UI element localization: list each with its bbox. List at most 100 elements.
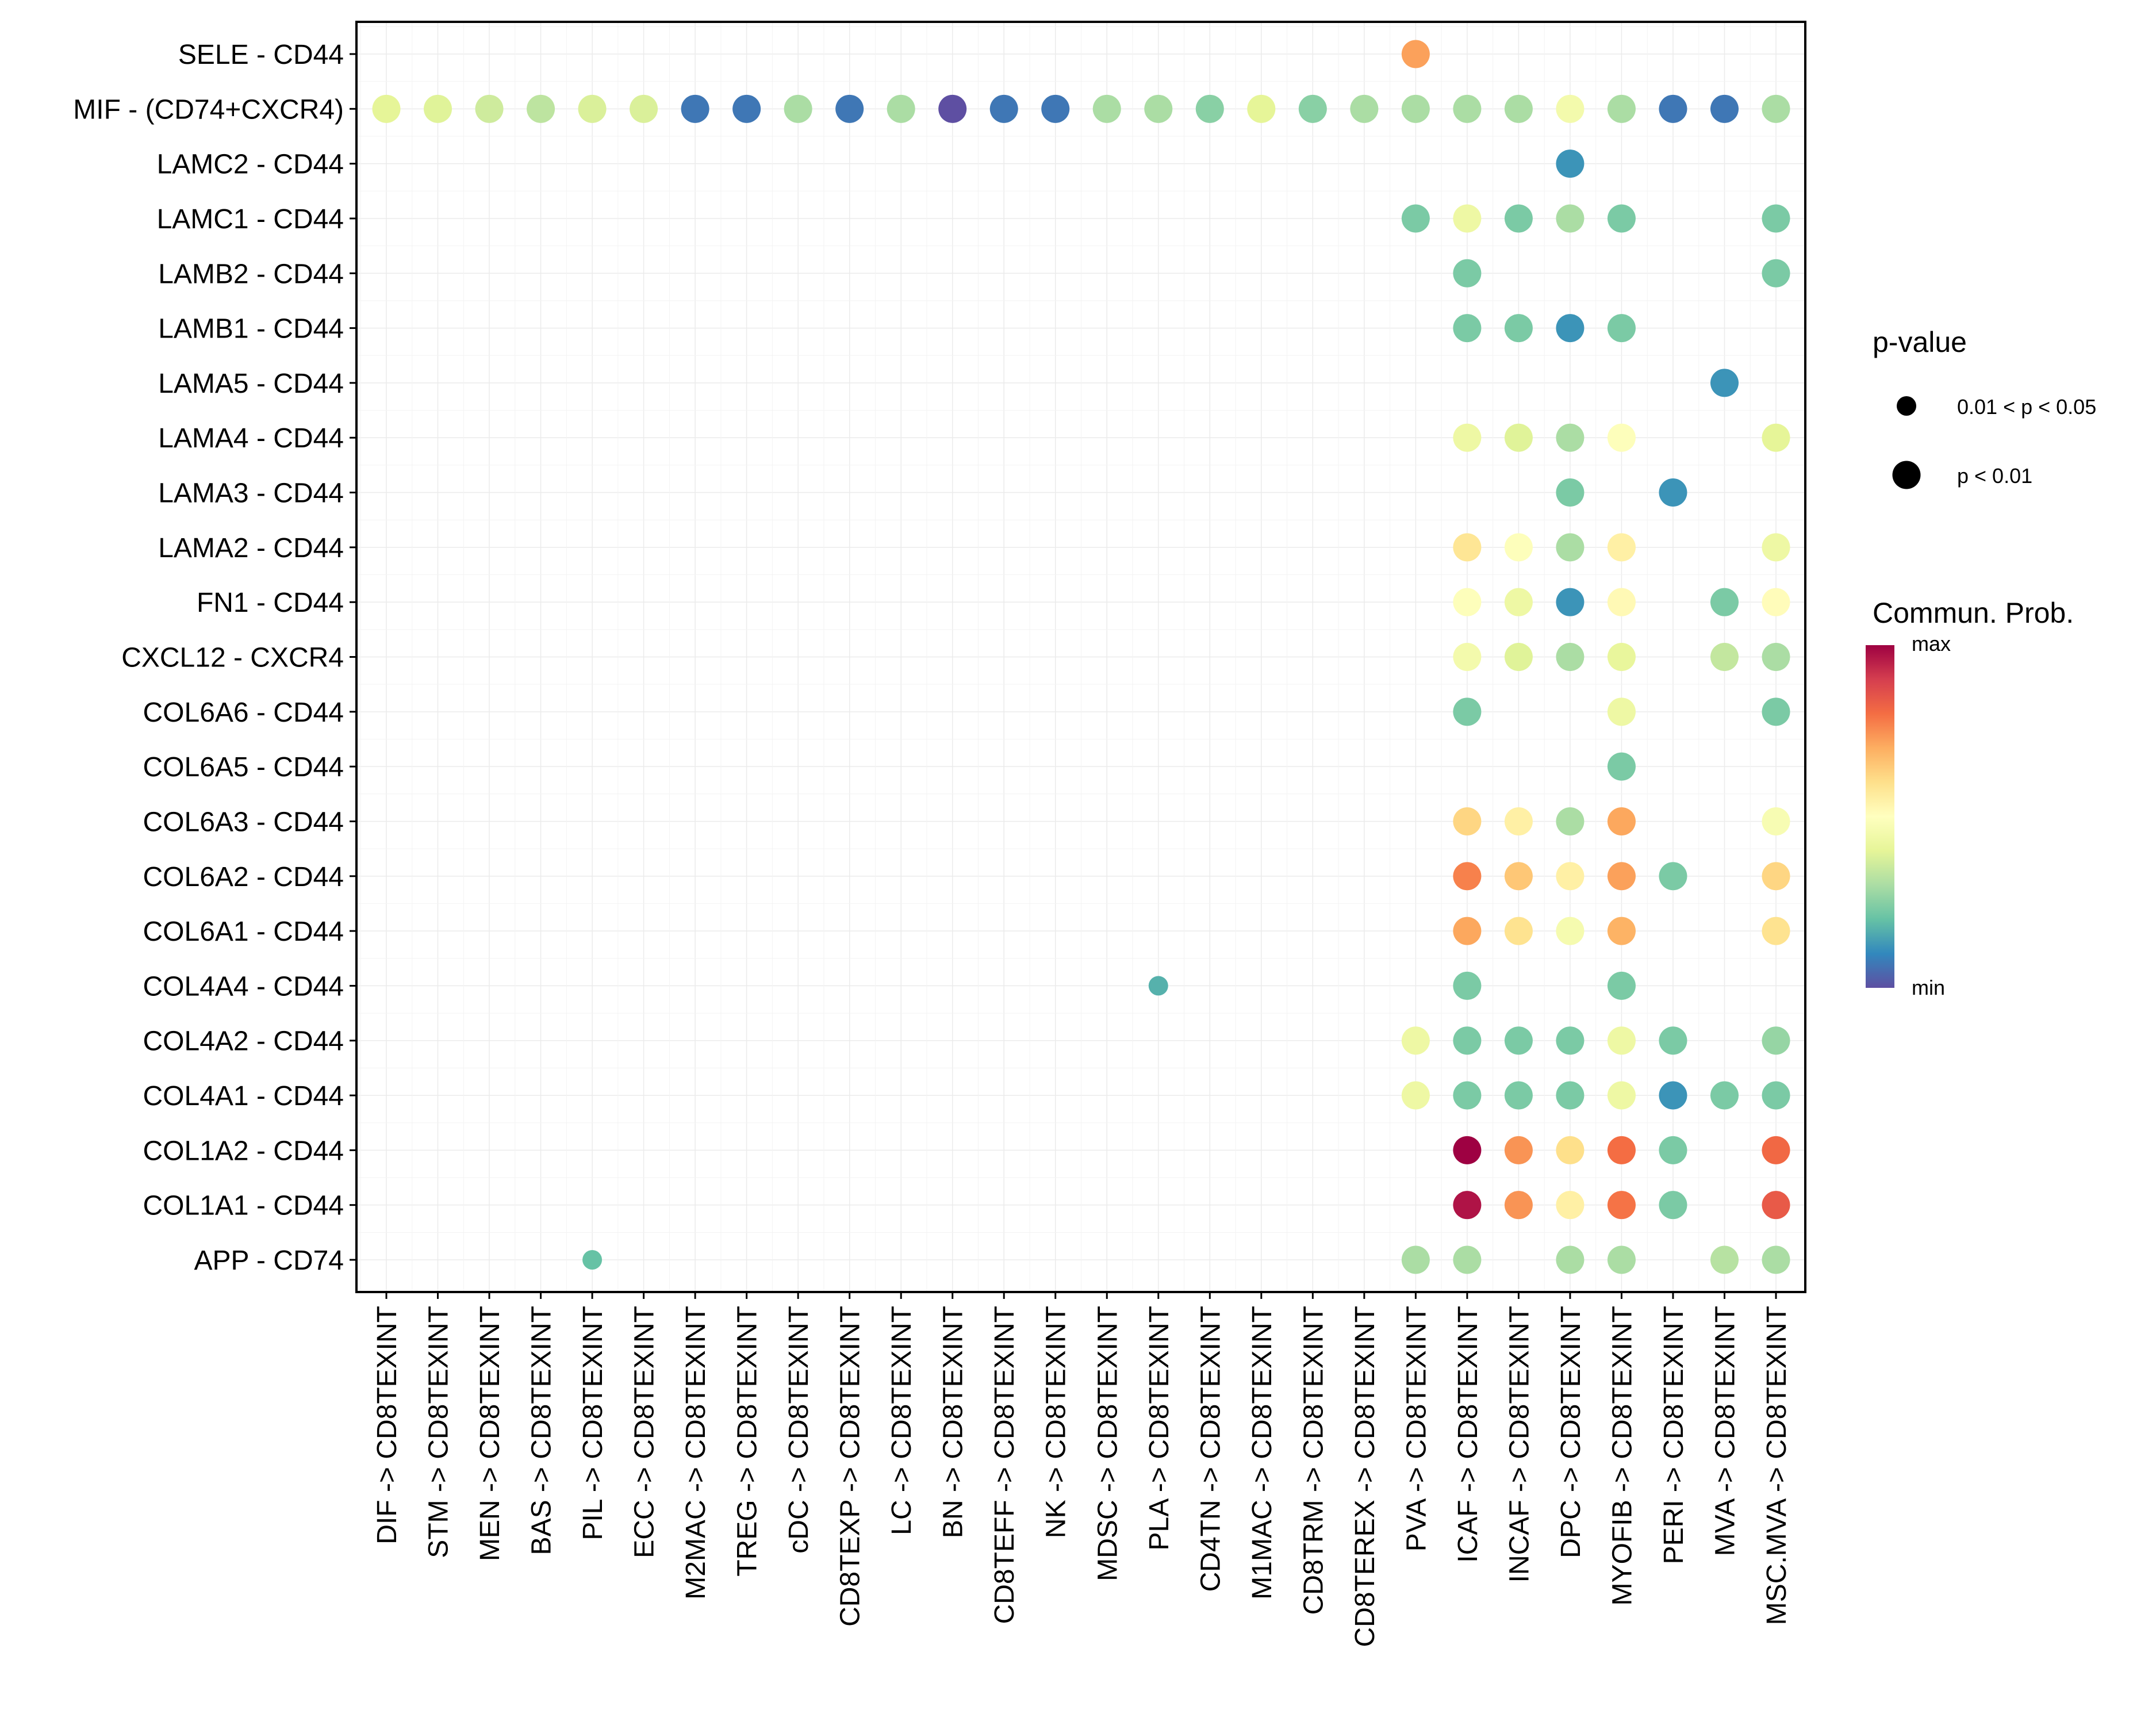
data-point (1041, 94, 1070, 123)
data-point (1298, 94, 1327, 123)
data-point (1504, 204, 1533, 233)
data-point (1607, 807, 1636, 835)
data-point (1607, 752, 1636, 781)
color-legend-title: Commun. Prob. (1873, 597, 2074, 629)
data-point (1453, 1081, 1482, 1110)
data-point (1762, 94, 1790, 123)
data-point (1556, 588, 1585, 616)
data-point (1504, 314, 1533, 343)
data-point (1710, 369, 1739, 397)
data-point (1607, 697, 1636, 726)
data-point (1504, 643, 1533, 671)
y-tick-label: COL1A2 - CD44 (143, 1136, 344, 1166)
data-point (1659, 1136, 1687, 1164)
data-point (1504, 917, 1533, 945)
data-point (1556, 423, 1585, 452)
data-point (681, 94, 709, 123)
y-tick-label: LAMA2 - CD44 (158, 533, 344, 564)
color-legend: Commun. Prob. max min (1866, 597, 2074, 999)
data-point (1607, 1081, 1636, 1110)
data-point (1556, 1081, 1585, 1110)
y-tick-label: LAMC2 - CD44 (157, 150, 344, 180)
y-tick-label: LAMB2 - CD44 (158, 259, 344, 289)
data-point (1762, 1191, 1790, 1220)
data-point (1762, 917, 1790, 945)
y-tick-label: COL6A6 - CD44 (143, 697, 344, 728)
color-legend-max-label: max (1912, 632, 1951, 656)
data-point (887, 94, 915, 123)
data-point (1556, 533, 1585, 562)
data-point (1607, 204, 1636, 233)
data-point (1504, 862, 1533, 891)
data-point (1504, 1081, 1533, 1110)
data-point (1659, 1191, 1687, 1220)
data-point (938, 94, 967, 123)
data-point (1556, 917, 1585, 945)
data-point (1762, 533, 1790, 562)
data-point (1453, 1245, 1482, 1274)
data-point (1710, 1245, 1739, 1274)
x-tick-label: ICAF -> CD8TEXINT (1453, 1306, 1483, 1563)
size-legend: p-value 0.01 < p < 0.05 p < 0.01 (1873, 326, 2096, 489)
y-tick-label: COL4A1 - CD44 (143, 1081, 344, 1111)
data-point (1607, 94, 1636, 123)
data-point (1453, 971, 1482, 1000)
data-point (1556, 150, 1585, 178)
data-point (1092, 94, 1121, 123)
data-point (1710, 588, 1739, 616)
data-point (1556, 1245, 1585, 1274)
x-tick-label: M2MAC -> CD8TEXINT (681, 1306, 711, 1600)
x-tick-label: CD8TEFF -> CD8TEXINT (989, 1306, 1020, 1624)
data-point (475, 94, 504, 123)
x-tick-label: CD8TRM -> CD8TEXINT (1298, 1306, 1329, 1615)
x-tick-label: CD8TEXP -> CD8TEXINT (835, 1306, 866, 1627)
size-legend-label-large: p < 0.01 (1957, 464, 2032, 488)
data-points (372, 40, 1790, 1274)
data-point (1504, 1136, 1533, 1164)
y-tick-label: LAMC1 - CD44 (157, 204, 344, 235)
x-tick-label: LC -> CD8TEXINT (887, 1306, 917, 1535)
data-point (1453, 917, 1482, 945)
data-point (1607, 862, 1636, 891)
data-point (1504, 1191, 1533, 1220)
x-tick-label: STM -> CD8TEXINT (424, 1306, 454, 1558)
data-point (1762, 1245, 1790, 1274)
data-point (1453, 533, 1482, 562)
data-point (1504, 533, 1533, 562)
data-point (1401, 94, 1430, 123)
data-point (1453, 1191, 1482, 1220)
y-tick-label: MIF - (CD74+CXCR4) (73, 94, 344, 125)
data-point (1504, 588, 1533, 616)
data-point (1401, 1026, 1430, 1055)
data-point (1453, 314, 1482, 343)
y-tick-label: APP - CD74 (194, 1245, 344, 1276)
data-point (1453, 423, 1482, 452)
y-axis: SELE - CD44 MIF - (CD74+CXCR4) LAMC2 - CD4… (73, 40, 356, 1276)
data-point (1453, 259, 1482, 288)
x-tick-label: MVA -> CD8TEXINT (1710, 1306, 1740, 1556)
data-point (527, 94, 555, 123)
data-point (1453, 1136, 1482, 1164)
data-point (1607, 643, 1636, 671)
x-tick-label: TREG -> CD8TEXINT (732, 1306, 763, 1577)
data-point (1762, 862, 1790, 891)
y-tick-label: COL4A4 - CD44 (143, 971, 344, 1002)
size-legend-label-small: 0.01 < p < 0.05 (1957, 395, 2096, 419)
data-point (1607, 1136, 1636, 1164)
data-point (1247, 94, 1276, 123)
size-legend-key-large (1892, 461, 1921, 489)
data-point (1401, 1245, 1430, 1274)
data-point (1762, 423, 1790, 452)
data-point (630, 94, 658, 123)
data-point (1556, 807, 1585, 835)
data-point (1556, 1191, 1585, 1220)
data-point (1195, 94, 1224, 123)
data-point (1504, 423, 1533, 452)
data-point (1556, 1136, 1585, 1164)
x-tick-label: PERI -> CD8TEXINT (1659, 1306, 1689, 1564)
data-point (1607, 423, 1636, 452)
x-tick-label: MEN -> CD8TEXINT (475, 1306, 505, 1561)
y-tick-label: COL6A2 - CD44 (143, 862, 344, 892)
data-point (1401, 40, 1430, 68)
data-point (1607, 314, 1636, 343)
